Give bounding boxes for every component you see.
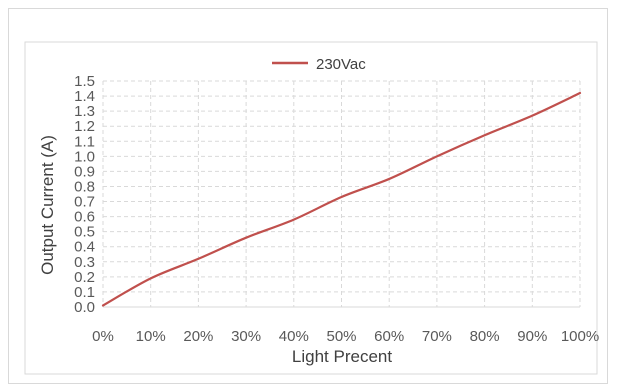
x-tick-labels: 0% 10% 20% 30% 40% 50% 60% 70% 80% 90% 100% [92,328,599,345]
series-layer [101,91,582,307]
y-tick-label: 1.0 [74,148,95,165]
gridlines [102,80,581,308]
x-tick-label: 20% [183,328,213,345]
legend-label: 230Vac [316,56,366,73]
x-tick-label: 70% [422,328,452,345]
x-tick-label: 100% [561,328,599,345]
x-tick-label: 90% [517,328,547,345]
x-tick-label: 50% [326,328,356,345]
y-tick-label: 0.2 [74,269,95,286]
y-tick-label: 0.4 [74,239,95,256]
x-axis-title: Light Precent [292,347,392,366]
y-tick-label: 1.1 [74,133,95,150]
y-tick-label: 0.8 [74,178,95,195]
x-tick-label: 60% [374,328,404,345]
y-tick-label: 0.6 [74,209,95,226]
x-tick-label: 10% [136,328,166,345]
y-tick-label: 1.2 [74,118,95,135]
y-axis-title: Output Current (A) [38,135,57,275]
y-tick-labels: 0.00.10.20.30.40.50.60.70.80.91.01.11.21… [74,73,95,316]
y-tick-label: 0.3 [74,254,95,271]
x-tick-label: 0% [92,328,114,345]
y-tick-label: 1.5 [74,73,95,90]
chart-area [24,41,598,375]
y-tick-label: 1.4 [74,88,95,105]
y-tick-label: 0.9 [74,163,95,180]
x-tick-label: 80% [470,328,500,345]
x-tick-label: 30% [231,328,261,345]
y-tick-label: 0.7 [74,194,95,211]
y-tick-label: 0.1 [74,284,95,301]
y-tick-label: 0.0 [74,299,95,316]
y-tick-label: 1.3 [74,103,95,120]
x-tick-label: 40% [279,328,309,345]
y-tick-label: 0.5 [74,224,95,241]
legend: 230Vac [272,56,366,73]
